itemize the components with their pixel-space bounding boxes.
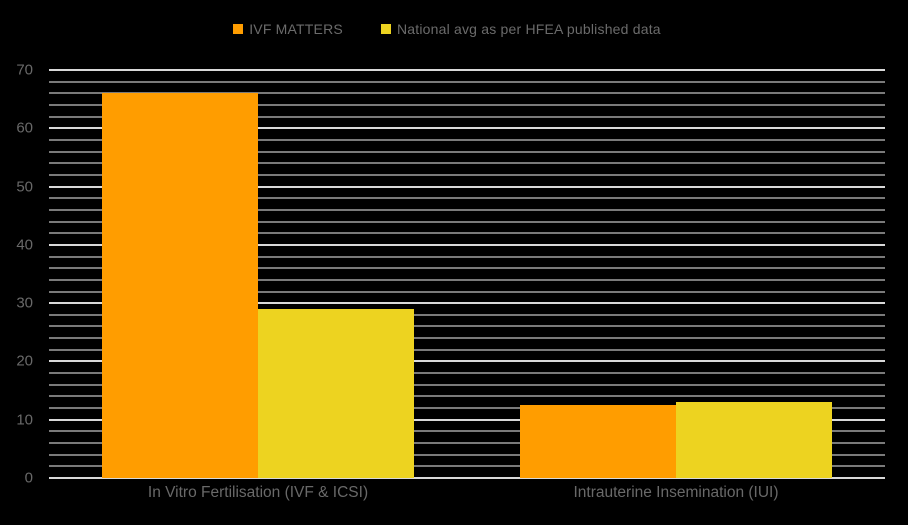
plot-area	[49, 69, 885, 479]
minor-gridline	[49, 384, 885, 386]
major-gridline	[49, 243, 885, 246]
minor-gridline	[49, 465, 885, 467]
minor-gridline	[49, 92, 885, 94]
minor-gridline	[49, 314, 885, 316]
major-gridline	[49, 185, 885, 188]
x-axis: In Vitro Fertilisation (IVF & ICSI) Intra…	[0, 484, 908, 508]
y-tick-label: 20	[16, 352, 33, 370]
minor-gridline	[49, 349, 885, 351]
major-gridline	[49, 69, 885, 71]
legend-swatch-yellow-icon	[380, 24, 391, 34]
minor-gridline	[49, 337, 885, 339]
y-tick-label: 0	[24, 469, 33, 487]
major-gridline	[49, 360, 885, 363]
y-axis: 0 10 20 30 40 50 60 70	[0, 63, 33, 486]
bar-series2-category1	[258, 308, 414, 478]
bar-series2-category2	[676, 402, 832, 478]
minor-gridline	[49, 197, 885, 199]
legend-item-national-avg: National avg as per HFEA published data	[380, 21, 661, 37]
legend-item-ivf-matters: IVF MATTERS	[233, 21, 343, 37]
major-gridline	[49, 302, 885, 305]
minor-gridline	[49, 174, 885, 176]
y-tick-label: 10	[16, 411, 33, 429]
minor-gridline	[49, 104, 885, 106]
bar-series1-category1	[102, 93, 258, 478]
legend: IVF MATTERS National avg as per HFEA pub…	[0, 21, 894, 37]
y-tick-label: 70	[16, 61, 33, 79]
legend-swatch-orange-icon	[233, 24, 244, 34]
minor-gridline	[49, 81, 885, 83]
minor-gridline	[49, 372, 885, 374]
minor-gridline	[49, 325, 885, 327]
legend-label-ivf-matters: IVF MATTERS	[249, 21, 343, 37]
major-gridline	[49, 418, 885, 421]
legend-label-national-avg: National avg as per HFEA published data	[396, 21, 661, 37]
minor-gridline	[49, 162, 885, 164]
minor-gridline	[49, 267, 885, 269]
y-tick-label: 50	[16, 178, 33, 196]
minor-gridline	[49, 116, 885, 118]
minor-gridline	[49, 151, 885, 153]
minor-gridline	[49, 407, 885, 409]
bar-series1-category2	[520, 405, 676, 478]
minor-gridline	[49, 209, 885, 211]
major-gridline	[49, 477, 885, 479]
minor-gridline	[49, 256, 885, 258]
minor-gridline	[49, 232, 885, 234]
minor-gridline	[49, 279, 885, 281]
category-label: Intrauterine Insemination (IUI)	[573, 484, 779, 501]
minor-gridline	[49, 430, 885, 432]
category-label: In Vitro Fertilisation (IVF & ICSI)	[147, 484, 369, 501]
y-tick-label: 30	[16, 294, 33, 312]
minor-gridline	[49, 442, 885, 444]
minor-gridline	[49, 221, 885, 223]
minor-gridline	[49, 454, 885, 456]
minor-gridline	[49, 291, 885, 292]
major-gridline	[49, 127, 885, 130]
y-tick-label: 40	[16, 236, 33, 254]
y-tick-label: 60	[16, 119, 33, 137]
minor-gridline	[49, 395, 885, 397]
minor-gridline	[49, 139, 885, 141]
